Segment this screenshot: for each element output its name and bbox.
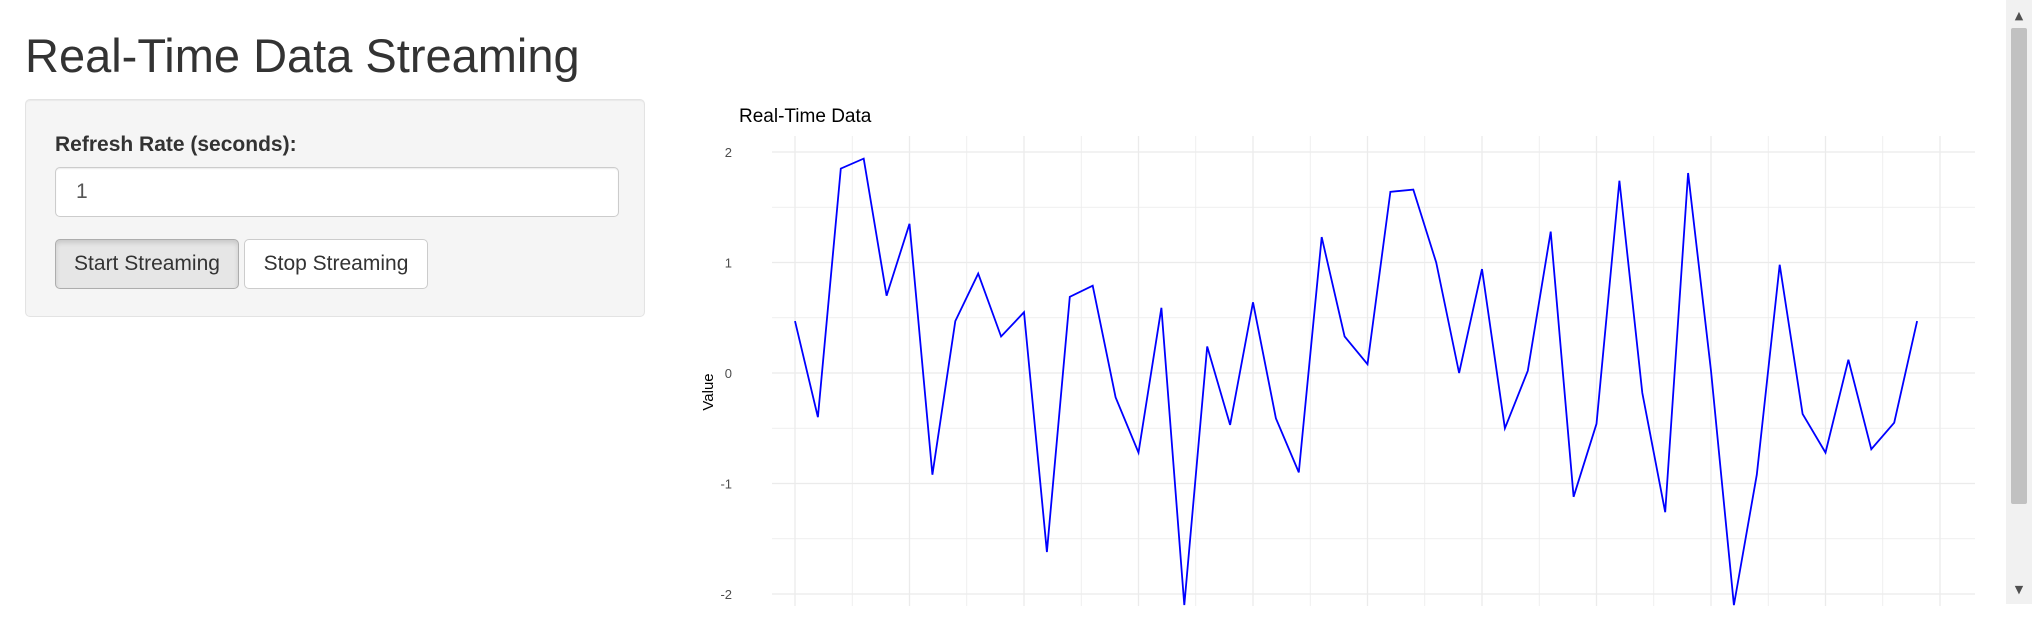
- y-tick-label: -1: [720, 477, 732, 492]
- series-layer: [794, 157, 1918, 606]
- y-tick-label: 2: [725, 145, 732, 160]
- scroll-up-icon[interactable]: ▲: [2014, 8, 2024, 22]
- page-title: Real-Time Data Streaming: [25, 29, 580, 82]
- realtime-line-chart: Real-Time Data Value 2 1 0 -1 -2: [700, 106, 1975, 606]
- y-tick-label: 0: [725, 366, 732, 381]
- chart-title: Real-Time Data: [739, 106, 872, 127]
- y-tick-labels: 2 1 0 -1 -2: [720, 145, 732, 602]
- control-panel: Refresh Rate (seconds): Start Streaming …: [25, 99, 645, 317]
- y-tick-label: -2: [720, 587, 732, 602]
- scroll-down-icon[interactable]: ▼: [2014, 582, 2024, 596]
- y-axis-label: Value: [700, 373, 717, 410]
- y-tick-label: 1: [725, 256, 732, 271]
- refresh-rate-input[interactable]: [55, 167, 619, 217]
- grid-layer: [772, 136, 1975, 606]
- series-line: [794, 157, 1918, 606]
- start-streaming-button[interactable]: Start Streaming: [55, 239, 239, 289]
- refresh-rate-label: Refresh Rate (seconds):: [55, 133, 297, 156]
- stop-streaming-button[interactable]: Stop Streaming: [244, 239, 428, 289]
- vertical-scrollbar[interactable]: ▲ ▼: [2006, 0, 2032, 604]
- scroll-thumb[interactable]: [2011, 28, 2027, 504]
